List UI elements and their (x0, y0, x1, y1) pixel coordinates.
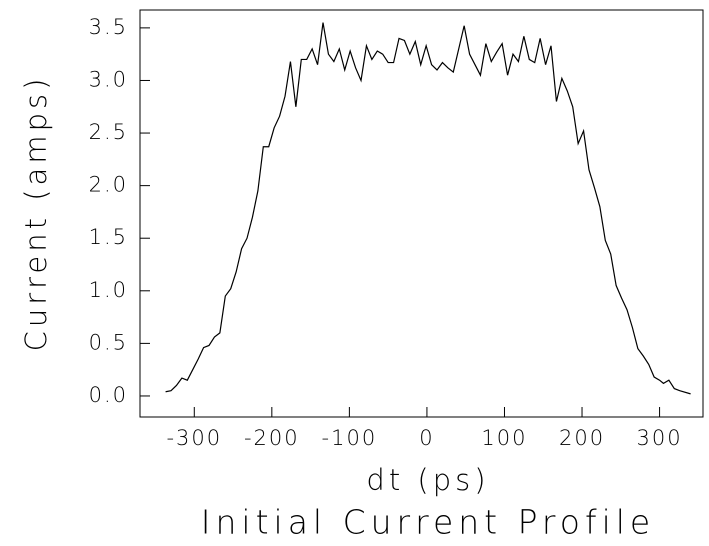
y-tick-label: 1.0 (89, 278, 128, 302)
x-tick-label: 100 (481, 426, 527, 450)
x-tick-label: 0 (419, 426, 434, 450)
x-tick-label: 300 (637, 426, 683, 450)
y-tick-label: 0.5 (89, 330, 128, 354)
y-tick-label: 0.0 (89, 383, 128, 407)
x-tick-label: -300 (166, 426, 222, 450)
data-line (165, 22, 691, 395)
chart-title: Initial Current Profile (201, 503, 655, 542)
y-tick-label: 3.0 (89, 67, 128, 91)
x-tick-label: -100 (322, 426, 378, 450)
y-tick-label: 2.5 (89, 120, 128, 144)
y-tick-label: 3.5 (89, 15, 128, 39)
y-axis-label: Current (amps) (19, 75, 53, 352)
y-tick-label: 1.5 (89, 225, 128, 249)
plot-frame (139, 9, 704, 418)
x-axis-label: dt (ps) (366, 463, 489, 497)
x-tick-label: 200 (559, 426, 605, 450)
y-tick-label: 2.0 (89, 173, 128, 197)
x-tick-label: -200 (244, 426, 300, 450)
